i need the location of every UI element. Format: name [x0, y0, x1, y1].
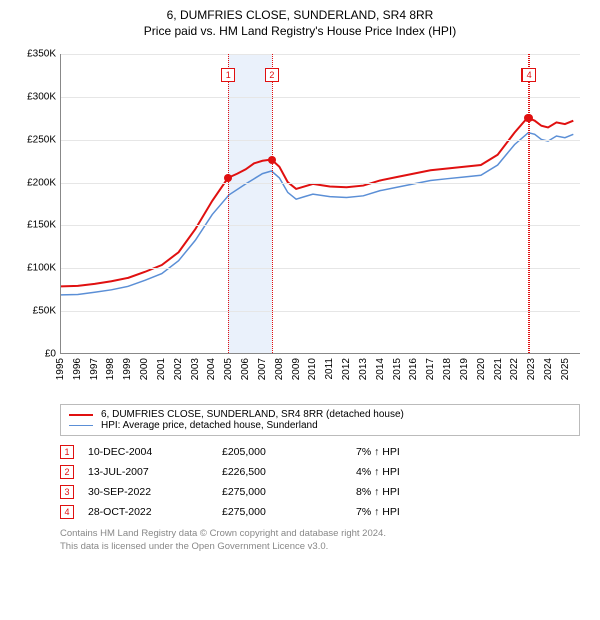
x-axis-label: 1999 [122, 358, 133, 380]
sales-row: 2 13-JUL-2007 £226,500 4% ↑ HPI [60, 462, 580, 482]
sale-dot [268, 156, 276, 164]
x-axis-label: 2016 [408, 358, 419, 380]
sale-vline [228, 54, 229, 353]
x-axis-label: 2020 [476, 358, 487, 380]
y-axis-label: £350K [12, 49, 56, 60]
y-axis-label: £250K [12, 134, 56, 145]
x-axis-label: 2021 [493, 358, 504, 380]
x-axis-label: 2015 [392, 358, 403, 380]
x-axis-label: 2001 [156, 358, 167, 380]
y-axis-label: £0 [12, 349, 56, 360]
legend-swatch [69, 425, 93, 426]
x-axis-label: 2007 [257, 358, 268, 380]
x-axis-label: 2017 [425, 358, 436, 380]
x-axis-label: 2025 [560, 358, 571, 380]
sale-pct: 8% ↑ HPI [356, 486, 456, 498]
sale-date: 13-JUL-2007 [88, 466, 208, 478]
sales-table: 1 10-DEC-2004 £205,000 7% ↑ HPI 2 13-JUL-2007… [60, 442, 580, 522]
x-axis-label: 2003 [190, 358, 201, 380]
x-axis-label: 2002 [173, 358, 184, 380]
plot-area: 1234 [60, 54, 580, 354]
footer-line2: This data is licensed under the Open Gov… [60, 541, 580, 554]
sale-date: 28-OCT-2022 [88, 506, 208, 518]
line-series [61, 54, 580, 353]
sale-price: £275,000 [222, 506, 342, 518]
sales-row: 1 10-DEC-2004 £205,000 7% ↑ HPI [60, 442, 580, 462]
x-axis-label: 2005 [223, 358, 234, 380]
sale-pct: 4% ↑ HPI [356, 466, 456, 478]
legend: 6, DUMFRIES CLOSE, SUNDERLAND, SR4 8RR (… [60, 404, 580, 436]
sale-marker-label: 2 [265, 68, 279, 82]
x-axis-label: 2022 [509, 358, 520, 380]
y-axis-label: £300K [12, 91, 56, 102]
y-axis-label: £200K [12, 177, 56, 188]
sale-dot [224, 174, 232, 182]
y-axis-label: £50K [12, 306, 56, 317]
sale-marker-label: 4 [522, 68, 536, 82]
legend-label: 6, DUMFRIES CLOSE, SUNDERLAND, SR4 8RR (… [101, 409, 404, 420]
x-axis-label: 1995 [55, 358, 66, 380]
x-axis-label: 1996 [72, 358, 83, 380]
sale-index-box: 1 [60, 445, 74, 459]
sale-price: £275,000 [222, 486, 342, 498]
gridline [61, 225, 580, 226]
legend-item: HPI: Average price, detached house, Sund… [69, 420, 571, 431]
x-axis-label: 2023 [526, 358, 537, 380]
x-axis-label: 2011 [324, 358, 335, 380]
x-axis-label: 2008 [274, 358, 285, 380]
legend-label: HPI: Average price, detached house, Sund… [101, 420, 318, 431]
chart-title: 6, DUMFRIES CLOSE, SUNDERLAND, SR4 8RR [12, 8, 588, 22]
x-axis-label: 2018 [442, 358, 453, 380]
x-axis-label: 2013 [358, 358, 369, 380]
footer-line1: Contains HM Land Registry data © Crown c… [60, 528, 580, 541]
sale-index-box: 3 [60, 485, 74, 499]
sale-vline [272, 54, 273, 353]
x-axis-label: 1997 [89, 358, 100, 380]
gridline [61, 97, 580, 98]
x-axis-label: 2012 [341, 358, 352, 380]
sale-price: £205,000 [222, 446, 342, 458]
sale-date: 10-DEC-2004 [88, 446, 208, 458]
legend-swatch [69, 414, 93, 416]
sale-price: £226,500 [222, 466, 342, 478]
sale-vline [529, 54, 530, 353]
sale-index-box: 2 [60, 465, 74, 479]
sale-date: 30-SEP-2022 [88, 486, 208, 498]
chart-area: £0£50K£100K£150K£200K£250K£300K£350K 123… [12, 46, 588, 398]
sale-dot [525, 114, 533, 122]
sale-marker-label: 1 [221, 68, 235, 82]
x-axis-label: 2004 [206, 358, 217, 380]
gridline [61, 183, 580, 184]
x-axis-label: 2010 [307, 358, 318, 380]
footer: Contains HM Land Registry data © Crown c… [60, 528, 580, 554]
x-axis-label: 2019 [459, 358, 470, 380]
sales-row: 4 28-OCT-2022 £275,000 7% ↑ HPI [60, 502, 580, 522]
sale-pct: 7% ↑ HPI [356, 506, 456, 518]
series-line [61, 118, 573, 286]
gridline [61, 268, 580, 269]
sale-index-box: 4 [60, 505, 74, 519]
x-axis-label: 2006 [240, 358, 251, 380]
legend-item: 6, DUMFRIES CLOSE, SUNDERLAND, SR4 8RR (… [69, 409, 571, 420]
series-line [61, 133, 573, 295]
x-axis-label: 2024 [543, 358, 554, 380]
sale-pct: 7% ↑ HPI [356, 446, 456, 458]
x-axis-label: 2014 [375, 358, 386, 380]
x-axis-label: 2009 [291, 358, 302, 380]
y-axis-label: £100K [12, 263, 56, 274]
gridline [61, 311, 580, 312]
x-axis-label: 1998 [105, 358, 116, 380]
x-axis-label: 2000 [139, 358, 150, 380]
sales-row: 3 30-SEP-2022 £275,000 8% ↑ HPI [60, 482, 580, 502]
gridline [61, 140, 580, 141]
gridline [61, 54, 580, 55]
y-axis-label: £150K [12, 220, 56, 231]
chart-subtitle: Price paid vs. HM Land Registry's House … [12, 24, 588, 38]
